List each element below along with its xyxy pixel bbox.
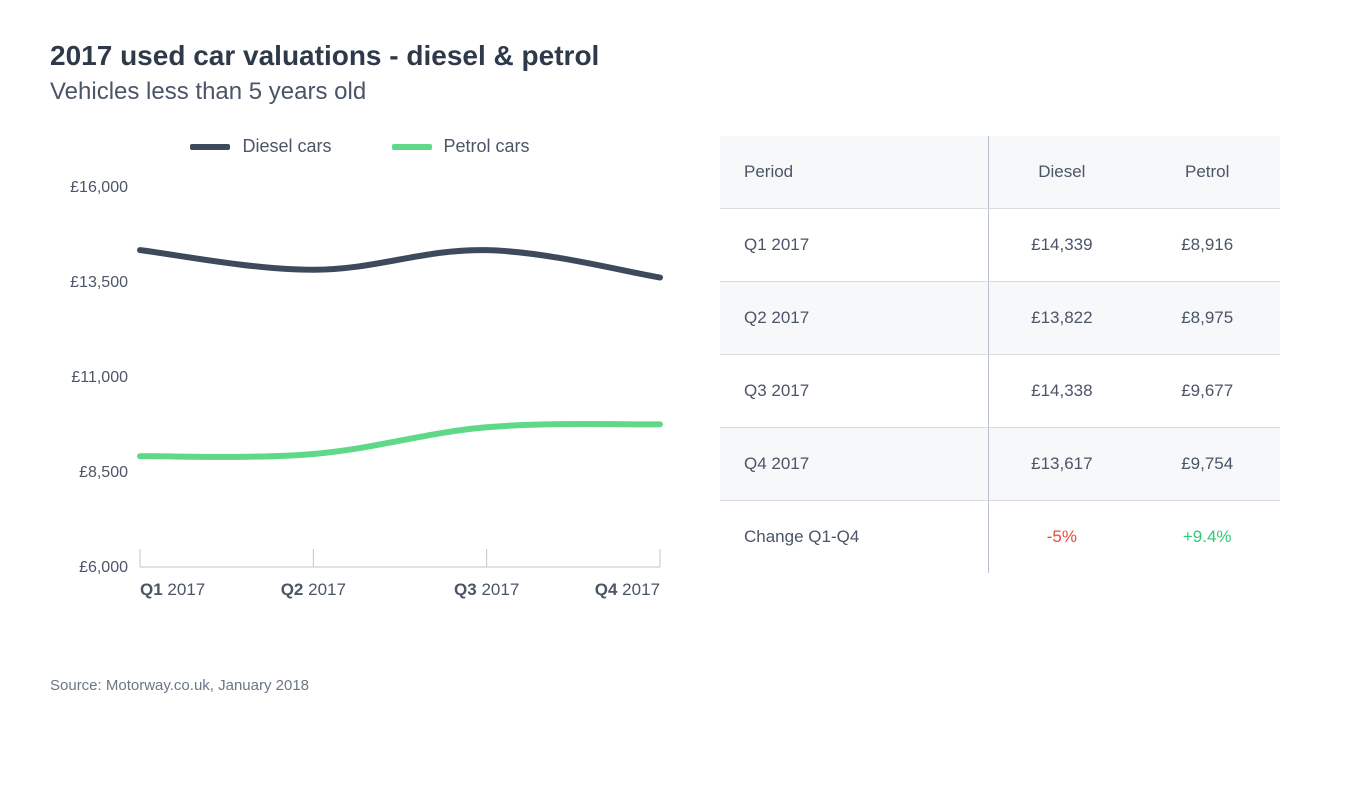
table-row: Q2 2017£13,822£8,975 xyxy=(720,282,1280,355)
col-header-period: Period xyxy=(720,136,989,209)
legend-label: Petrol cars xyxy=(444,136,530,157)
svg-text:Q2 2017: Q2 2017 xyxy=(281,580,346,599)
line-chart: £6,000 £8,500 £11,000 £13,500 £16,000 Q1 2017… xyxy=(50,177,670,617)
legend-swatch xyxy=(190,144,230,150)
cell-petrol: £8,916 xyxy=(1134,209,1280,282)
svg-text:Q4 2017: Q4 2017 xyxy=(595,580,660,599)
col-header-diesel: Diesel xyxy=(989,136,1135,209)
chart-area: Diesel cars Petrol cars £6,000 £8,500 £11,0… xyxy=(50,136,670,617)
table-body: Q1 2017£14,339£8,916Q2 2017£13,822£8,975… xyxy=(720,209,1280,574)
table-row: Q3 2017£14,338£9,677 xyxy=(720,355,1280,428)
legend-label: Diesel cars xyxy=(242,136,331,157)
content-row: Diesel cars Petrol cars £6,000 £8,500 £11,0… xyxy=(50,136,1300,617)
table-summary-row: Change Q1-Q4-5%+9.4% xyxy=(720,501,1280,574)
svg-text:£6,000: £6,000 xyxy=(79,559,128,576)
source-text: Source: Motorway.co.uk, January 2018 xyxy=(50,677,1300,694)
cell-change-label: Change Q1-Q4 xyxy=(720,501,989,574)
cell-diesel: £13,617 xyxy=(989,428,1135,501)
legend-item: Petrol cars xyxy=(392,136,530,157)
table-row: Q1 2017£14,339£8,916 xyxy=(720,209,1280,282)
chart-legend: Diesel cars Petrol cars xyxy=(50,136,670,157)
cell-diesel: £14,338 xyxy=(989,355,1135,428)
cell-period: Q1 2017 xyxy=(720,209,989,282)
legend-swatch xyxy=(392,144,432,150)
cell-period: Q4 2017 xyxy=(720,428,989,501)
table-header-row: Period Diesel Petrol xyxy=(720,136,1280,209)
data-table: Period Diesel Petrol Q1 2017£14,339£8,91… xyxy=(720,136,1280,573)
svg-text:£8,500: £8,500 xyxy=(79,464,128,481)
svg-text:Q1 2017: Q1 2017 xyxy=(140,580,205,599)
table-row: Q4 2017£13,617£9,754 xyxy=(720,428,1280,501)
cell-petrol: £8,975 xyxy=(1134,282,1280,355)
cell-change-diesel: -5% xyxy=(989,501,1135,574)
cell-change-petrol: +9.4% xyxy=(1134,501,1280,574)
svg-text:Q3 2017: Q3 2017 xyxy=(454,580,519,599)
series-line xyxy=(140,250,660,277)
data-table-area: Period Diesel Petrol Q1 2017£14,339£8,91… xyxy=(720,136,1280,573)
cell-period: Q3 2017 xyxy=(720,355,989,428)
cell-petrol: £9,754 xyxy=(1134,428,1280,501)
svg-text:£16,000: £16,000 xyxy=(70,179,128,196)
infographic-container: 2017 used car valuations - diesel & petr… xyxy=(50,40,1300,694)
svg-text:£13,500: £13,500 xyxy=(70,274,128,291)
cell-period: Q2 2017 xyxy=(720,282,989,355)
chart-subtitle: Vehicles less than 5 years old xyxy=(50,78,1300,106)
chart-title: 2017 used car valuations - diesel & petr… xyxy=(50,40,1300,72)
col-header-petrol: Petrol xyxy=(1134,136,1280,209)
series-line xyxy=(140,424,660,457)
cell-diesel: £13,822 xyxy=(989,282,1135,355)
cell-petrol: £9,677 xyxy=(1134,355,1280,428)
svg-text:£11,000: £11,000 xyxy=(71,369,128,386)
cell-diesel: £14,339 xyxy=(989,209,1135,282)
legend-item: Diesel cars xyxy=(190,136,331,157)
